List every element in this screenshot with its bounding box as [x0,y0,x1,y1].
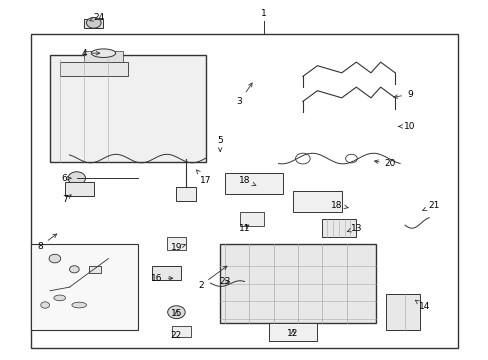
Text: 20: 20 [374,159,395,168]
Bar [30,33,458,348]
Text: 24: 24 [89,13,104,22]
Text: 8: 8 [38,234,57,251]
Bar [220,244,375,323]
Text: 3: 3 [236,83,252,106]
Text: 14: 14 [415,300,429,311]
Ellipse shape [86,18,101,28]
Text: 23: 23 [219,277,230,286]
Text: 16: 16 [151,274,172,283]
Text: 18: 18 [238,176,255,185]
Ellipse shape [91,49,116,58]
Bar [322,219,356,237]
Text: 7: 7 [61,195,71,204]
Ellipse shape [49,254,61,263]
Bar [171,327,191,337]
Ellipse shape [68,172,85,185]
Ellipse shape [167,306,185,319]
Ellipse shape [54,295,65,301]
Bar [30,244,137,330]
Text: 17: 17 [196,170,211,185]
Bar [166,237,186,249]
Text: 18: 18 [330,201,347,210]
Bar [84,19,103,28]
Bar [268,323,317,341]
Text: 11: 11 [238,224,250,233]
Bar [239,212,264,226]
Bar [84,51,122,62]
Bar [50,55,205,162]
Bar [385,294,419,330]
Text: 19: 19 [170,243,185,252]
Text: 5: 5 [217,136,223,151]
Text: 9: 9 [393,90,412,99]
Bar [176,187,196,202]
Text: 4: 4 [81,49,100,58]
Text: 2: 2 [198,266,226,290]
Bar [292,191,341,212]
Text: 13: 13 [346,224,361,233]
Text: 1: 1 [261,9,266,18]
Text: 22: 22 [170,331,182,340]
Text: 21: 21 [422,201,439,211]
Bar [224,173,283,194]
Ellipse shape [72,302,86,308]
Bar [60,62,127,76]
Ellipse shape [69,266,79,273]
Bar [64,182,94,196]
Text: 10: 10 [398,122,415,131]
Bar [152,266,181,280]
Text: 15: 15 [170,310,182,319]
Text: 12: 12 [287,329,298,338]
Ellipse shape [41,302,49,308]
Text: 6: 6 [61,174,71,183]
Bar [89,266,101,273]
